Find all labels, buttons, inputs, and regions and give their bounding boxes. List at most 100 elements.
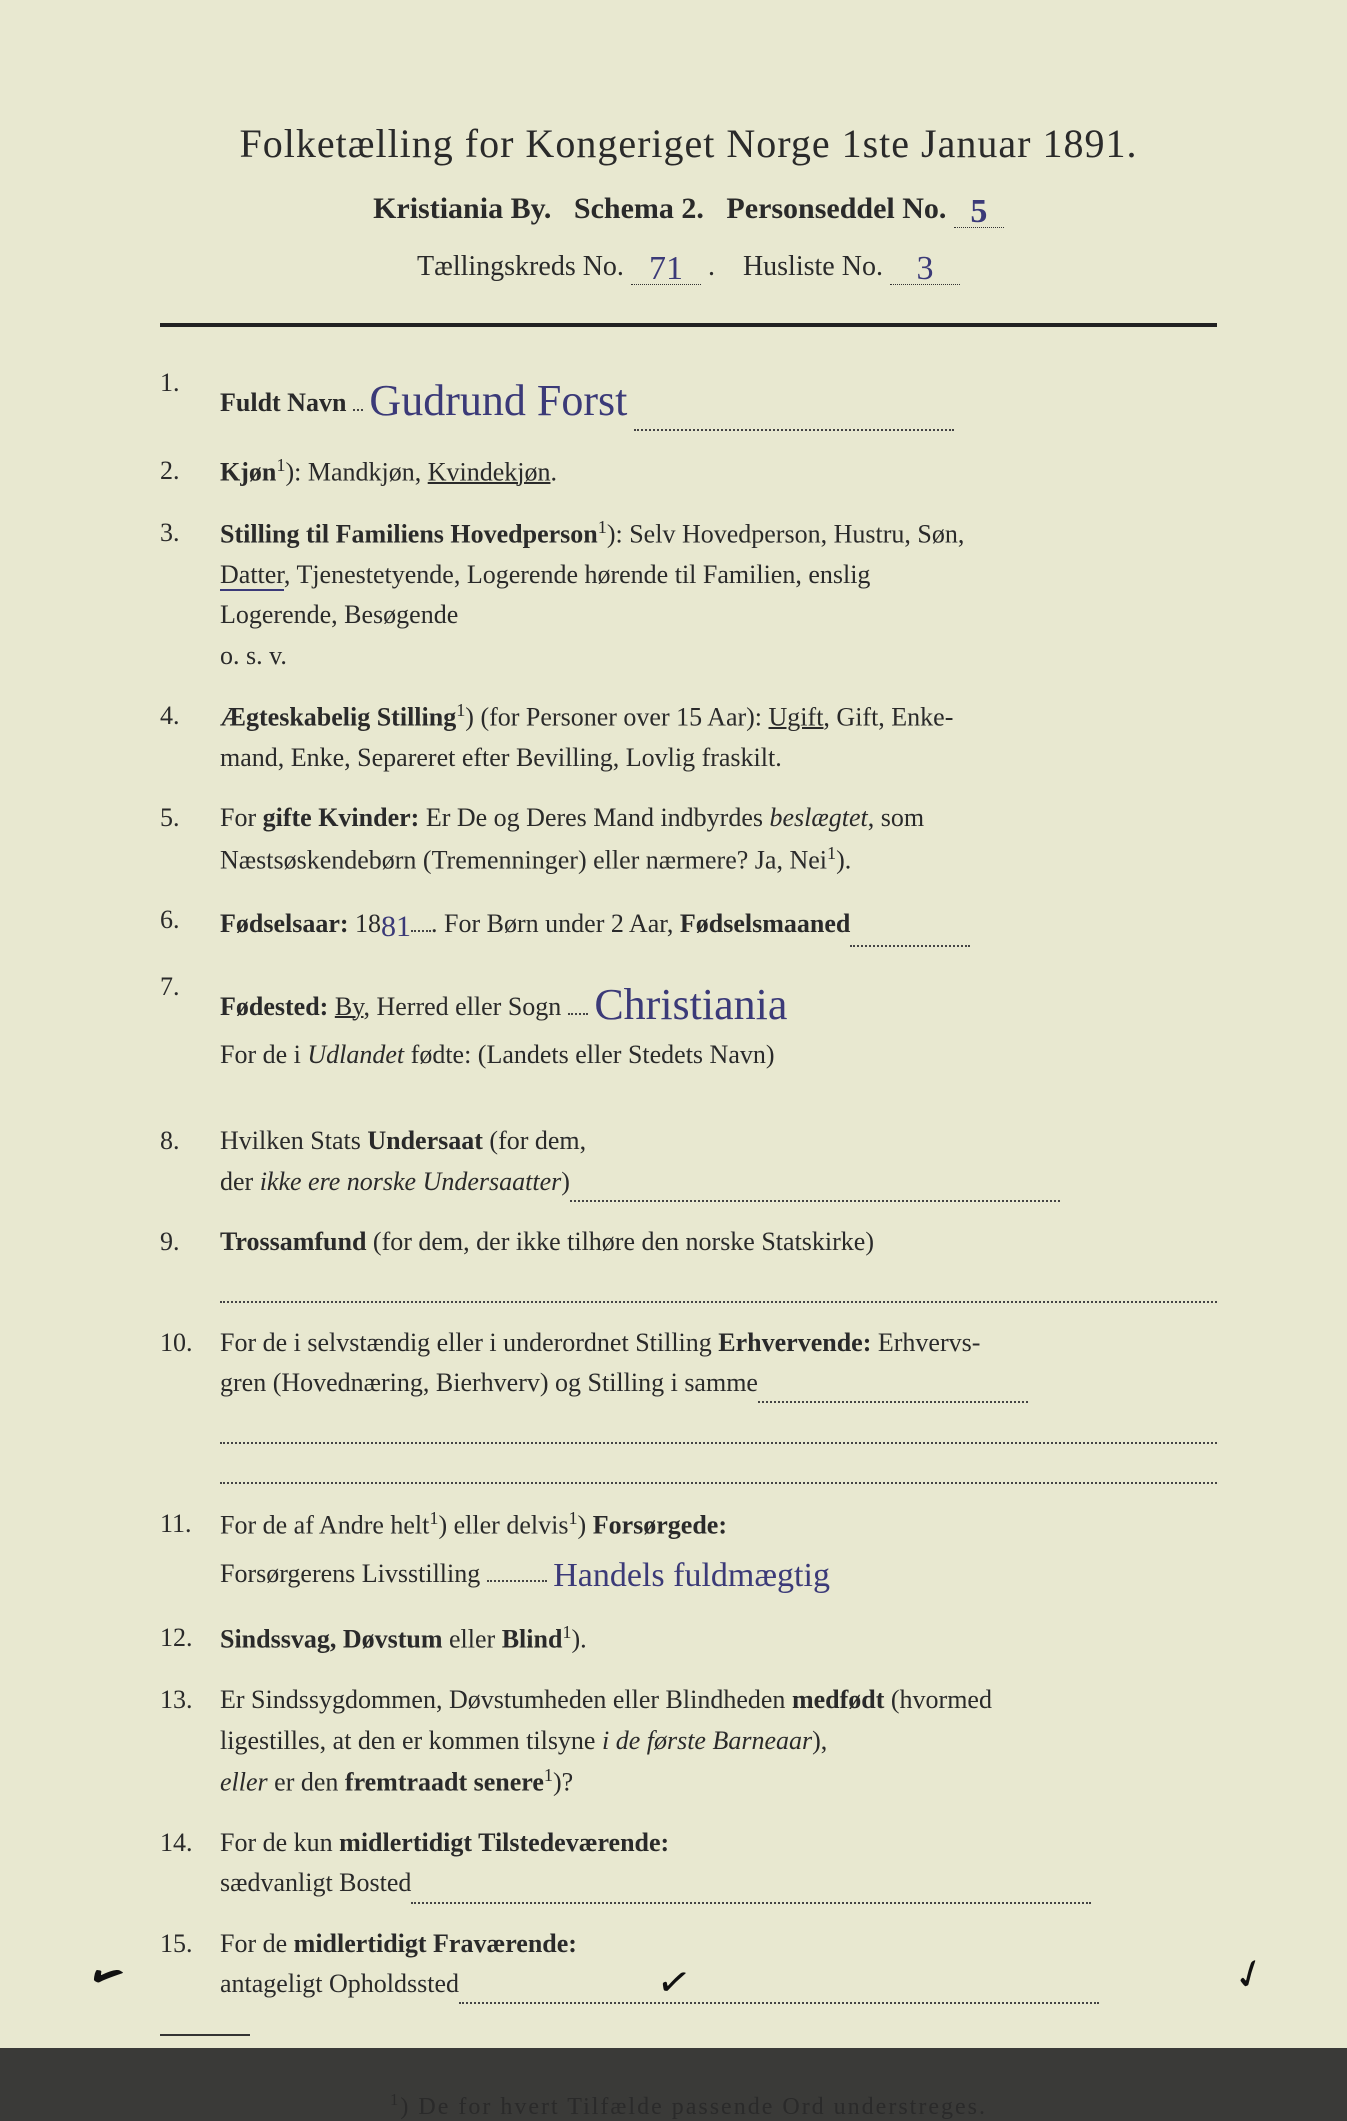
item-6: 6. Fødselsaar: 1881. For Børn under 2 Aa… bbox=[160, 900, 1217, 947]
sup: 1 bbox=[568, 1508, 577, 1528]
item-10-text2: Erhvervs- bbox=[871, 1328, 980, 1357]
item-5-text2: Er De og Deres Mand indbyrdes bbox=[419, 803, 769, 832]
item-5-text3: , som bbox=[868, 803, 924, 832]
item-1-label: Fuldt Navn bbox=[220, 388, 346, 417]
item-10-text1: For de i selvstændig eller i underordnet… bbox=[220, 1328, 718, 1357]
item-13-text5: er den bbox=[268, 1768, 345, 1797]
sup: 1 bbox=[598, 517, 607, 537]
item-8-num: 8. bbox=[160, 1121, 220, 1202]
item-3-label: Stilling til Familiens Hovedperson bbox=[220, 520, 598, 549]
schema-label: Schema 2. bbox=[574, 192, 704, 225]
item-13-text1: Er Sindssygdommen, Døvstumheden eller Bl… bbox=[220, 1685, 792, 1714]
footnote: 1) De for hvert Tilfælde passende Ord un… bbox=[160, 2090, 1217, 2121]
dots bbox=[411, 1902, 1091, 1904]
item-14-text1: For de kun bbox=[220, 1828, 339, 1857]
item-14-num: 14. bbox=[160, 1823, 220, 1904]
dots bbox=[568, 1013, 588, 1015]
item-7-label: Fødested: bbox=[220, 992, 328, 1021]
item-12-body: Sindssvag, Døvstum eller Blind1). bbox=[220, 1618, 1217, 1660]
item-12-label: Sindssvag, Døvstum bbox=[220, 1625, 443, 1654]
sup: 1 bbox=[562, 1622, 571, 1642]
item-3-text3: Logerende, Besøgende bbox=[220, 600, 458, 629]
item-13-body: Er Sindssygdommen, Døvstumheden eller Bl… bbox=[220, 1680, 1217, 1803]
item-2-body: Kjøn1): Mandkjøn, Kvindekjøn. bbox=[220, 451, 1217, 493]
item-3-underlined: Datter bbox=[220, 560, 284, 591]
kreds-no-value: 71 bbox=[649, 250, 683, 287]
item-3-num: 3. bbox=[160, 513, 220, 676]
item-13-text2: (hvormed bbox=[884, 1685, 992, 1714]
item-8-ital: ikke ere norske Undersaatter bbox=[260, 1167, 562, 1196]
item-5-label: gifte Kvinder: bbox=[263, 803, 420, 832]
item-11-num: 11. bbox=[160, 1504, 220, 1599]
item-5-num: 5. bbox=[160, 798, 220, 880]
item-9-body: Trossamfund (for dem, der ikke tilhøre d… bbox=[220, 1222, 1217, 1303]
item-6-year: 81 bbox=[381, 910, 411, 943]
item-11-text1: For de af Andre helt bbox=[220, 1511, 429, 1540]
item-10-body: For de i selvstændig eller i underordnet… bbox=[220, 1323, 1217, 1484]
dots bbox=[487, 1580, 547, 1582]
item-8-text4: ) bbox=[561, 1167, 570, 1196]
item-13-label: medfødt bbox=[792, 1685, 884, 1714]
item-2-text: ): Mandkjøn, bbox=[285, 458, 427, 487]
item-13-ital2: eller bbox=[220, 1768, 268, 1797]
item-5-text0: For bbox=[220, 803, 263, 832]
husliste-label: Husliste No. bbox=[743, 251, 883, 282]
item-15-text2: antageligt Opholdssted bbox=[220, 1969, 459, 1998]
personseddel-label: Personseddel No. bbox=[726, 192, 946, 225]
husliste-no-value: 3 bbox=[916, 250, 933, 287]
item-6-text1: . For Børn under 2 Aar, bbox=[431, 909, 680, 938]
subtitle-row: Kristiania By. Schema 2. Personseddel No… bbox=[160, 189, 1217, 228]
item-7-ital: Udlandet bbox=[307, 1040, 404, 1069]
item-13-num: 13. bbox=[160, 1680, 220, 1803]
item-9-label: Trossamfund bbox=[220, 1227, 366, 1256]
item-2-label: Kjøn bbox=[220, 458, 276, 487]
item-12-label2: Blind bbox=[502, 1625, 563, 1654]
item-7-num: 7. bbox=[160, 967, 220, 1075]
item-11-label: Forsørgede: bbox=[593, 1511, 727, 1540]
item-2-num: 2. bbox=[160, 451, 220, 493]
item-7-text2: For de i bbox=[220, 1040, 307, 1069]
item-7-text1: Herred eller Sogn bbox=[370, 992, 561, 1021]
item-14-body: For de kun midlertidigt Tilstedeværende:… bbox=[220, 1823, 1217, 1904]
divider-rule bbox=[160, 323, 1217, 327]
item-13-ital1: i de første Barneaar bbox=[602, 1726, 812, 1755]
personseddel-no-value: 5 bbox=[970, 193, 987, 230]
item-1-body: Fuldt Navn Gudrund Forst bbox=[220, 363, 1217, 431]
spacer bbox=[160, 1095, 1217, 1121]
item-9: 9. Trossamfund (for dem, der ikke tilhør… bbox=[160, 1222, 1217, 1303]
sup: 1 bbox=[456, 700, 465, 720]
item-3-body: Stilling til Familiens Hovedperson1): Se… bbox=[220, 513, 1217, 676]
item-12-num: 12. bbox=[160, 1618, 220, 1660]
item-7-underlined: By, bbox=[335, 992, 370, 1021]
item-11-text4: Forsørgerens Livsstilling bbox=[220, 1559, 480, 1588]
item-15-num: 15. bbox=[160, 1924, 220, 2005]
item-12-text1: eller bbox=[443, 1625, 502, 1654]
item-6-label2: Fødselsmaaned bbox=[680, 909, 850, 938]
item-8-text3: der bbox=[220, 1167, 260, 1196]
dots bbox=[353, 409, 363, 411]
item-4-text3: mand, Enke, Separeret efter Bevilling, L… bbox=[220, 743, 782, 772]
dots bbox=[570, 1200, 1060, 1202]
item-14-text2: sædvanligt Bosted bbox=[220, 1868, 411, 1897]
item-1: 1. Fuldt Navn Gudrund Forst bbox=[160, 363, 1217, 431]
item-10: 10. For de i selvstændig eller i underor… bbox=[160, 1323, 1217, 1484]
item-4-num: 4. bbox=[160, 696, 220, 778]
item-3: 3. Stilling til Familiens Hovedperson1):… bbox=[160, 513, 1217, 676]
dots bbox=[634, 429, 954, 431]
dots bbox=[220, 1301, 1217, 1303]
item-11: 11. For de af Andre helt1) eller delvis1… bbox=[160, 1504, 1217, 1599]
dots bbox=[411, 930, 431, 932]
item-13-label2: fremtraadt senere bbox=[345, 1768, 544, 1797]
item-4-text1: ) (for Personer over 15 Aar): bbox=[465, 703, 768, 732]
item-9-num: 9. bbox=[160, 1222, 220, 1303]
subsub-row: Tællingskreds No. 71 . Husliste No. 3 bbox=[160, 246, 1217, 285]
item-2: 2. Kjøn1): Mandkjøn, Kvindekjøn. bbox=[160, 451, 1217, 493]
item-4-label: Ægteskabelig Stilling bbox=[220, 703, 456, 732]
dots bbox=[220, 1442, 1217, 1444]
item-6-label: Fødselsaar: bbox=[220, 909, 349, 938]
dots bbox=[220, 1482, 1217, 1484]
item-3-text2: , Tjenestetyende, Logerende hørende til … bbox=[284, 560, 871, 589]
item-7-body: Fødested: By, Herred eller Sogn Christia… bbox=[220, 967, 1217, 1075]
item-11-body: For de af Andre helt1) eller delvis1) Fo… bbox=[220, 1504, 1217, 1599]
item-10-label: Erhvervende: bbox=[718, 1328, 871, 1357]
